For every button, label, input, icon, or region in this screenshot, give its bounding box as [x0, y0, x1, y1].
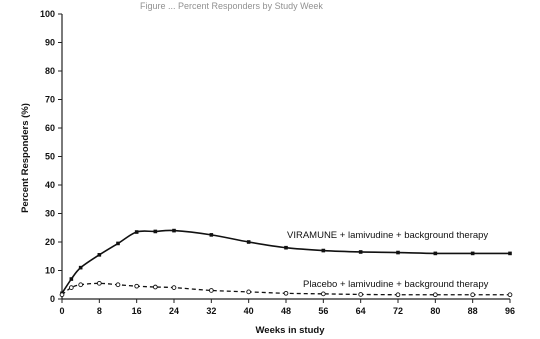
- series-label-placebo: Placebo + lamivudine + background therap…: [303, 279, 489, 290]
- x-tick-label: 48: [281, 306, 291, 316]
- data-point-viramune: [433, 251, 438, 256]
- data-point-placebo: [395, 292, 401, 298]
- y-tick-label: 0: [50, 294, 55, 304]
- y-tick-label: 80: [45, 66, 55, 76]
- data-point-viramune: [321, 248, 326, 253]
- data-point-placebo: [115, 282, 121, 288]
- data-point-viramune: [284, 245, 288, 250]
- x-tick-label: 24: [169, 306, 179, 316]
- data-point-placebo: [59, 292, 65, 298]
- data-point-placebo: [96, 280, 102, 286]
- series-line-placebo: [61, 282, 510, 296]
- data-point-placebo: [470, 292, 476, 298]
- x-tick-label: 56: [318, 306, 328, 316]
- x-tick-label: 40: [244, 306, 254, 316]
- y-tick-label: 40: [45, 180, 55, 190]
- y-tick-label: 90: [45, 38, 55, 48]
- y-tick-label: 100: [40, 9, 55, 19]
- data-point-viramune: [69, 277, 74, 281]
- x-tick-label: 72: [393, 306, 403, 316]
- x-tick-label: 32: [206, 306, 216, 316]
- data-point-placebo: [283, 290, 289, 296]
- data-point-viramune: [358, 250, 363, 254]
- data-point-placebo: [171, 285, 177, 290]
- y-tick-label: 70: [45, 95, 55, 105]
- data-point-placebo: [134, 283, 140, 289]
- data-point-viramune: [508, 251, 512, 256]
- x-axis-title: Weeks in study: [256, 325, 326, 336]
- data-point-viramune: [78, 265, 83, 270]
- x-tick-label: 88: [468, 306, 478, 316]
- x-tick-label: 8: [97, 306, 102, 316]
- data-point-viramune: [97, 253, 102, 257]
- data-point-placebo: [246, 289, 252, 295]
- data-point-placebo: [78, 282, 84, 288]
- x-tick-label: 64: [356, 306, 366, 316]
- data-point-viramune: [134, 230, 139, 234]
- data-point-placebo: [432, 292, 438, 298]
- data-point-viramune: [470, 251, 475, 256]
- data-point-viramune: [116, 241, 120, 246]
- data-point-placebo: [358, 292, 364, 297]
- x-tick-label: 80: [430, 306, 440, 316]
- y-tick-label: 30: [45, 209, 55, 219]
- x-tick-label: 0: [59, 306, 64, 316]
- data-point-placebo: [320, 291, 326, 297]
- y-tick-label: 10: [45, 266, 55, 276]
- data-point-viramune: [396, 250, 400, 255]
- data-point-viramune: [246, 240, 251, 244]
- y-axis-title: Percent Responders (%): [20, 103, 31, 213]
- x-tick-label: 16: [132, 306, 142, 316]
- data-point-placebo: [208, 288, 214, 293]
- y-tick-label: 60: [45, 123, 55, 133]
- y-tick-label: 50: [45, 152, 55, 162]
- data-point-placebo: [152, 284, 158, 290]
- data-point-viramune: [172, 228, 176, 233]
- data-point-viramune: [153, 229, 158, 234]
- data-point-viramune: [209, 233, 214, 237]
- y-tick-label: 20: [45, 237, 55, 247]
- plot-area: 0 10 20 30 40 50 60 70 80 90 100 0 8 16 24 32 40 48 56 64 72…: [40, 9, 515, 316]
- series-label-viramune: VIRAMUNE + lamivudine + background thera…: [287, 230, 488, 241]
- top-partial-caption: Figure ... Percent Responders by Study W…: [140, 1, 323, 11]
- data-point-placebo: [507, 292, 513, 298]
- x-tick-label: 96: [505, 306, 515, 316]
- data-point-placebo: [68, 285, 74, 290]
